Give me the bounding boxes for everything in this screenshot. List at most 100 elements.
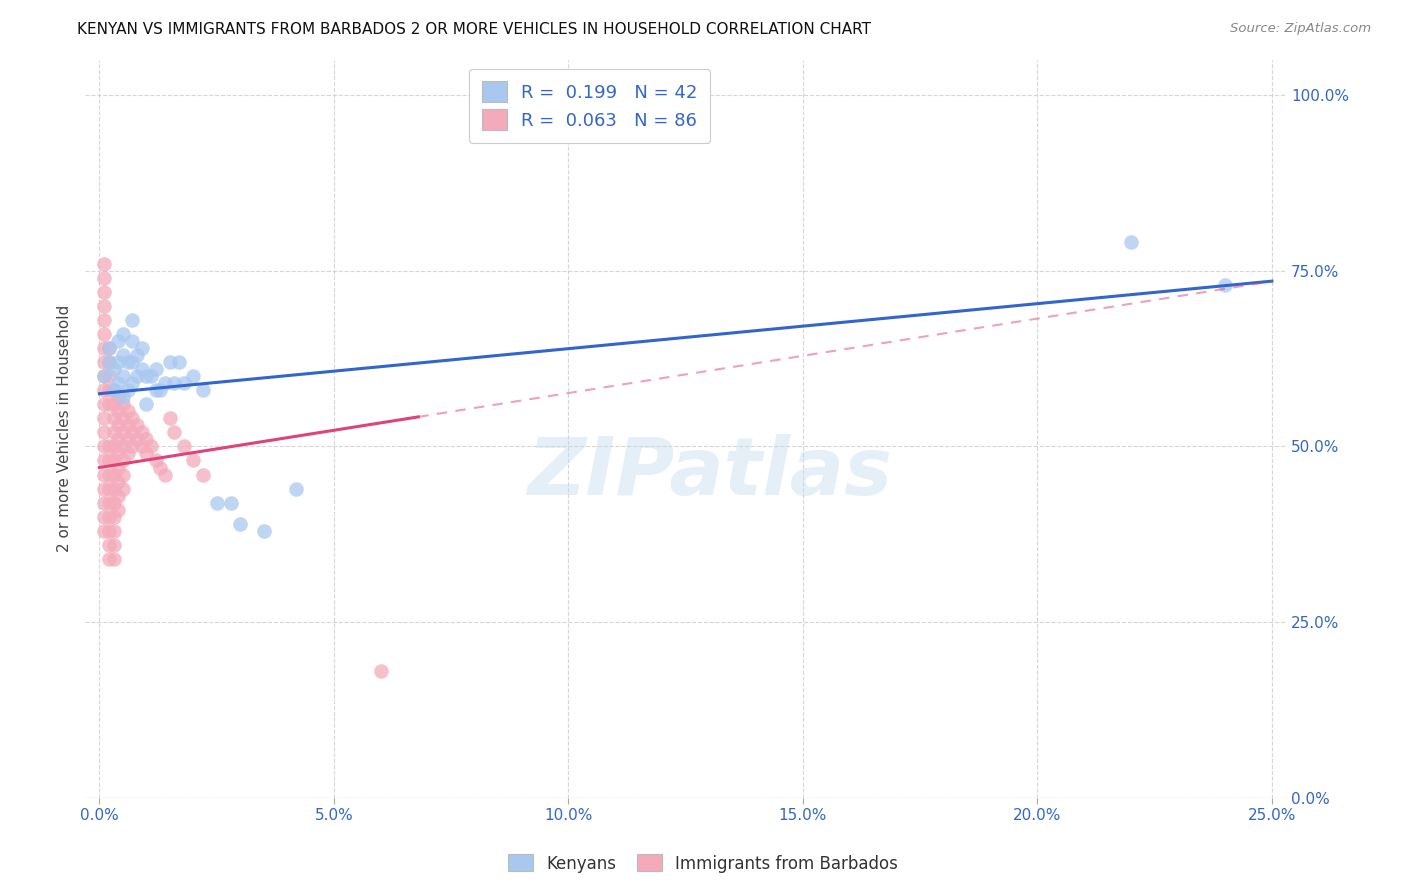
Point <box>93 425 115 440</box>
Point <box>285 482 308 496</box>
Point <box>97 453 120 467</box>
Point <box>107 475 129 489</box>
Point <box>97 482 120 496</box>
Point <box>103 425 125 440</box>
Point <box>1213 277 1236 292</box>
Point <box>103 439 125 453</box>
Point <box>93 509 115 524</box>
Point <box>97 355 120 369</box>
Point <box>181 369 204 384</box>
Point <box>93 411 115 425</box>
Point <box>103 509 125 524</box>
Point <box>153 467 176 482</box>
Point <box>191 467 214 482</box>
Point <box>125 348 148 362</box>
Point <box>103 467 125 482</box>
Point <box>93 285 115 299</box>
Point <box>93 524 115 538</box>
Point <box>121 439 143 453</box>
Point <box>139 369 162 384</box>
Point <box>103 362 125 376</box>
Point <box>93 369 115 384</box>
Point <box>149 460 172 475</box>
Point <box>121 334 143 348</box>
Point <box>107 418 129 433</box>
Point <box>103 524 125 538</box>
Point <box>97 509 120 524</box>
Point <box>107 502 129 516</box>
Point <box>103 496 125 510</box>
Text: ZIPatlas: ZIPatlas <box>527 434 893 512</box>
Point <box>97 341 120 355</box>
Point <box>107 460 129 475</box>
Point <box>97 467 120 482</box>
Point <box>135 446 157 460</box>
Point <box>97 538 120 552</box>
Point <box>107 433 129 447</box>
Point <box>103 482 125 496</box>
Point <box>111 453 134 467</box>
Point <box>229 516 252 531</box>
Point <box>93 482 115 496</box>
Point <box>111 482 134 496</box>
Point <box>153 376 176 391</box>
Point <box>121 425 143 440</box>
Point <box>131 341 153 355</box>
Point <box>117 355 139 369</box>
Point <box>111 467 134 482</box>
Point <box>135 433 157 447</box>
Point <box>107 376 129 391</box>
Point <box>107 446 129 460</box>
Point <box>103 397 125 411</box>
Point <box>125 418 148 433</box>
Point <box>117 404 139 418</box>
Point <box>219 496 242 510</box>
Point <box>145 383 167 397</box>
Point <box>117 433 139 447</box>
Point <box>125 369 148 384</box>
Point <box>97 341 120 355</box>
Point <box>191 383 214 397</box>
Point <box>97 397 120 411</box>
Point <box>125 433 148 447</box>
Point <box>121 355 143 369</box>
Point <box>145 362 167 376</box>
Point <box>97 355 120 369</box>
Point <box>93 270 115 285</box>
Point <box>145 453 167 467</box>
Point <box>117 418 139 433</box>
Point <box>107 390 129 404</box>
Point <box>111 369 134 384</box>
Point <box>93 341 115 355</box>
Point <box>163 376 186 391</box>
Point <box>111 397 134 411</box>
Point <box>103 453 125 467</box>
Point <box>121 376 143 391</box>
Point <box>117 446 139 460</box>
Point <box>93 256 115 270</box>
Point <box>111 439 134 453</box>
Point <box>121 313 143 327</box>
Point <box>205 496 228 510</box>
Legend: Kenyans, Immigrants from Barbados: Kenyans, Immigrants from Barbados <box>502 847 904 880</box>
Point <box>131 425 153 440</box>
Legend: R =  0.199   N = 42, R =  0.063   N = 86: R = 0.199 N = 42, R = 0.063 N = 86 <box>470 69 710 143</box>
Point <box>93 313 115 327</box>
Point <box>103 383 125 397</box>
Point <box>93 299 115 313</box>
Point <box>103 383 125 397</box>
Point <box>97 496 120 510</box>
Point <box>252 524 274 538</box>
Point <box>93 439 115 453</box>
Point <box>117 383 139 397</box>
Y-axis label: 2 or more Vehicles in Household: 2 or more Vehicles in Household <box>58 305 72 552</box>
Point <box>135 397 157 411</box>
Point <box>97 552 120 566</box>
Point <box>159 355 181 369</box>
Point <box>173 376 195 391</box>
Point <box>93 355 115 369</box>
Point <box>139 439 162 453</box>
Point <box>93 383 115 397</box>
Point <box>93 496 115 510</box>
Point <box>159 411 181 425</box>
